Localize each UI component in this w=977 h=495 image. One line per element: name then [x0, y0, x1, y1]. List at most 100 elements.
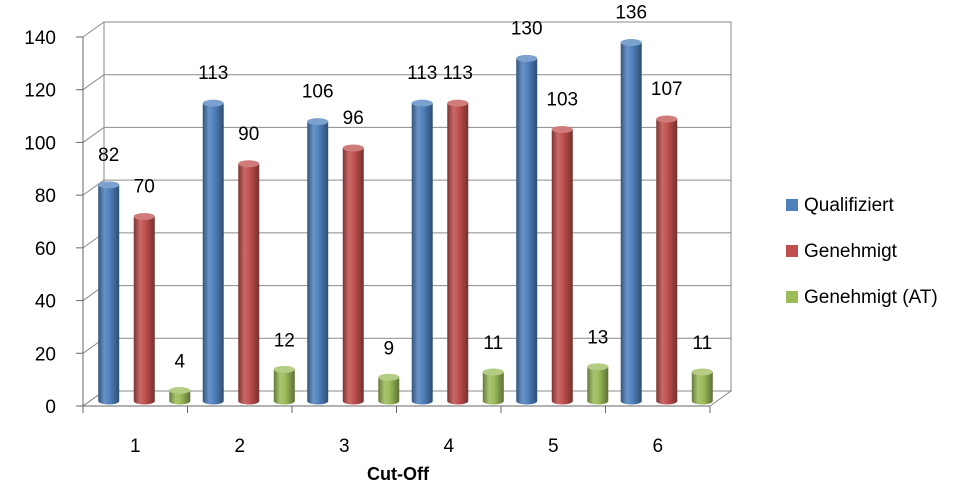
data-label: 12: [274, 330, 295, 351]
bar-top: [620, 39, 642, 47]
x-tick-label: 3: [339, 436, 350, 457]
legend-label: Qualifiziert: [804, 195, 894, 216]
data-label: 9: [383, 338, 394, 359]
bar-series: [98, 39, 713, 405]
bar: [98, 181, 120, 405]
y-tick-label: 60: [35, 239, 56, 260]
data-label: 70: [134, 177, 155, 198]
data-label: 106: [302, 82, 334, 103]
bar-top: [551, 126, 573, 134]
bar-body: [378, 377, 400, 405]
bar-body: [482, 372, 504, 405]
bar-top: [447, 99, 469, 107]
bar-body: [307, 121, 329, 405]
data-label: 130: [511, 18, 543, 39]
bar: [238, 160, 260, 405]
bar-top: [482, 368, 504, 376]
bar: [447, 99, 469, 405]
bar-body: [411, 103, 433, 405]
legend-item: Genehmigt: [786, 241, 898, 262]
gridline: [82, 21, 731, 38]
legend-swatch: [786, 291, 798, 303]
x-tick-label: 5: [548, 436, 559, 457]
bar-top: [169, 386, 191, 394]
bar-top: [98, 181, 120, 189]
x-axis-title: Cut-Off: [367, 464, 430, 484]
bar-body: [516, 58, 538, 405]
bar-body: [238, 163, 260, 405]
data-label: 11: [692, 333, 712, 354]
legend-item: Qualifiziert: [786, 195, 894, 216]
x-tick-label: 2: [234, 436, 245, 457]
y-tick-label: 140: [24, 28, 56, 49]
x-tick-label: 4: [443, 436, 454, 457]
x-axis: 1 2 3 4 5 6: [82, 405, 711, 457]
data-label: 82: [98, 145, 119, 166]
bar-top: [691, 368, 713, 376]
data-labels: 82 113 106 113 130 136 70 90 96 113 103 107 4 12 9 11 13…: [98, 3, 712, 373]
bar: [551, 126, 573, 405]
bar-top: [587, 363, 609, 371]
bar: [587, 363, 609, 405]
bar-body: [273, 369, 295, 405]
y-axis: 0 20 40 60 80 100 120 140: [24, 28, 84, 418]
legend: Qualifiziert Genehmigt Genehmigt (AT): [786, 195, 938, 308]
bar-top: [656, 115, 678, 123]
legend-label: Genehmigt: [804, 241, 898, 262]
data-label: 4: [174, 351, 185, 372]
bar-top: [378, 373, 400, 381]
bar-body: [656, 118, 678, 405]
bar-top: [411, 99, 433, 107]
bar: [273, 365, 295, 405]
bar-top: [307, 118, 329, 126]
bar-body: [133, 216, 155, 405]
bar: [133, 213, 155, 405]
data-label: 113: [198, 63, 228, 84]
bar-body: [691, 372, 713, 405]
bar: [620, 39, 642, 405]
bar-body: [447, 103, 469, 405]
data-label: 90: [238, 124, 259, 145]
y-tick-label: 100: [24, 133, 56, 154]
bar: [342, 144, 364, 405]
legend-item: Genehmigt (AT): [786, 287, 938, 308]
bar: [307, 118, 329, 405]
bar-top: [202, 99, 224, 107]
legend-swatch: [786, 199, 798, 211]
y-tick-label: 120: [24, 81, 56, 102]
bar: [516, 54, 538, 405]
legend-swatch: [786, 245, 798, 257]
bar-body: [342, 147, 364, 405]
bar-body: [587, 366, 609, 405]
data-label: 113: [443, 63, 473, 84]
bar-body: [620, 42, 642, 405]
bar-top: [342, 144, 364, 152]
bar: [656, 115, 678, 405]
data-label: 11: [483, 333, 503, 354]
bar: [482, 368, 504, 405]
bar: [202, 99, 224, 405]
y-tick-label: 0: [45, 397, 56, 418]
bar-top: [516, 54, 538, 62]
bar: [691, 368, 713, 405]
data-label: 113: [407, 63, 437, 84]
data-label: 13: [587, 328, 608, 349]
y-tick-label: 80: [35, 186, 56, 207]
data-label: 96: [343, 108, 364, 129]
data-label: 103: [546, 90, 578, 111]
bar-body: [551, 129, 573, 405]
bar-top: [133, 213, 155, 220]
legend-label: Genehmigt (AT): [804, 287, 938, 308]
x-tick-label: 6: [652, 436, 663, 457]
bar: [169, 386, 191, 405]
data-label: 136: [615, 3, 647, 24]
y-tick-label: 40: [35, 292, 56, 313]
bar: [411, 99, 433, 405]
bar-body: [98, 184, 120, 405]
data-label: 107: [651, 79, 683, 100]
bar-top: [273, 365, 295, 373]
bar: [378, 373, 400, 405]
bar-body: [169, 390, 191, 405]
x-tick-label: 1: [130, 436, 141, 457]
